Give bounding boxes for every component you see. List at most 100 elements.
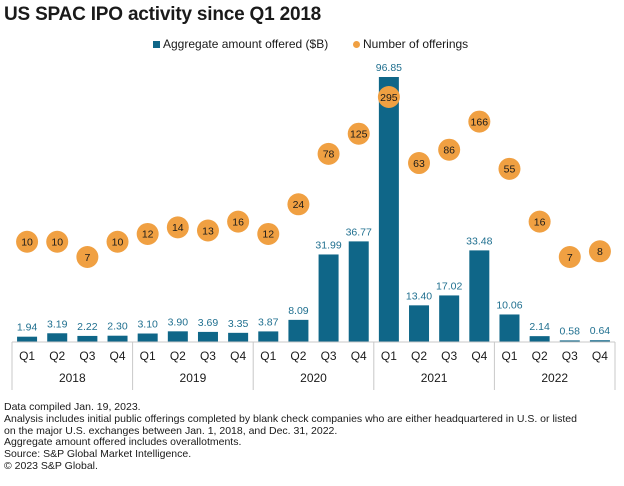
- x-tick-label: Q2: [532, 349, 548, 363]
- legend-item-amount: Aggregate amount offered ($B): [153, 37, 328, 51]
- offerings-bubble: [438, 138, 461, 161]
- x-tick-label: Q3: [441, 349, 457, 363]
- dot-swatch-icon: [353, 40, 360, 48]
- year-label: 2021: [421, 371, 448, 385]
- x-tick-label: Q2: [411, 349, 427, 363]
- bar: [137, 333, 158, 342]
- offerings-label: 13: [202, 225, 214, 237]
- x-tick-label: Q2: [170, 349, 186, 363]
- bar: [469, 250, 490, 342]
- offerings-bubble: [136, 222, 159, 245]
- offerings-label: 10: [112, 237, 124, 249]
- offerings-label: 55: [504, 164, 516, 176]
- x-tick-label: Q3: [321, 349, 337, 363]
- note-analysis-1: Analysis includes initial public offerin…: [4, 412, 577, 425]
- note-compiled: Data compiled Jan. 19, 2023.: [4, 401, 141, 413]
- chart-plot: 1.94 3.19 2.22 2.30 3.10 3.90 3.69 3.35 3.87 8.09…: [11, 62, 616, 390]
- note-overallotments: Aggregate amount offered includes overal…: [4, 436, 242, 449]
- bar-value-label: 3.35: [228, 318, 249, 330]
- chart-title: US SPAC IPO activity since Q1 2018: [4, 4, 322, 25]
- bar: [589, 340, 610, 342]
- offerings-bubble: [317, 142, 340, 165]
- legend-item-offerings: Number of offerings: [353, 37, 468, 51]
- bar-value-label: 3.10: [137, 319, 158, 331]
- offerings-bubble: [227, 210, 250, 233]
- offerings-label: 12: [262, 229, 274, 241]
- bar-value-label: 3.69: [198, 317, 219, 329]
- offerings-label: 125: [350, 129, 368, 141]
- bar: [107, 335, 128, 342]
- offerings-bubble: [287, 193, 310, 216]
- year-label: 2022: [541, 371, 568, 385]
- offerings-bubble: [498, 157, 521, 180]
- x-tick-label: Q1: [501, 349, 517, 363]
- offerings-label: 16: [232, 216, 244, 228]
- note-source: Source: S&P Global Market Intelligence.: [4, 448, 192, 461]
- bar-value-label: 33.48: [466, 235, 492, 247]
- x-tick-label: Q4: [351, 349, 367, 363]
- offerings-bubble: [166, 216, 189, 239]
- bar: [258, 331, 279, 342]
- year-label: 2018: [59, 371, 86, 385]
- offerings-bubble: [46, 230, 69, 253]
- offerings-bubble: [76, 246, 99, 268]
- bar-value-label: 0.58: [560, 325, 581, 337]
- offerings-label: 295: [380, 92, 398, 104]
- x-tick-label: Q3: [562, 349, 578, 363]
- bar-value-label: 31.99: [315, 239, 341, 251]
- offerings-label: 166: [471, 116, 489, 128]
- offerings-label: 24: [293, 199, 305, 211]
- offerings-bubble: [257, 222, 280, 245]
- bar-value-label: 3.19: [47, 318, 68, 330]
- bar: [228, 332, 249, 342]
- x-tick-label: Q3: [200, 349, 216, 363]
- offerings-bubble: [377, 86, 400, 108]
- x-tick-label: Q4: [471, 349, 487, 363]
- bar: [47, 333, 68, 342]
- year-label: 2020: [300, 371, 327, 385]
- bar-value-label: 1.94: [17, 322, 38, 334]
- x-tick-label: Q3: [79, 349, 95, 363]
- bar-value-label: 3.87: [258, 316, 279, 328]
- offerings-bubble: [558, 246, 581, 268]
- legend-label-amount: Aggregate amount offered ($B): [163, 37, 329, 51]
- bar-value-label: 3.90: [168, 316, 189, 328]
- offerings-label: 14: [172, 222, 184, 234]
- offerings-bubble: [468, 110, 491, 133]
- legend-label-offerings: Number of offerings: [363, 37, 469, 51]
- x-tick-label: Q4: [110, 349, 126, 363]
- offerings-bubble: [347, 122, 370, 145]
- offerings-label: 16: [534, 216, 546, 228]
- bar: [17, 336, 38, 342]
- note-analysis-2: on the major U.S. exchanges between Jan.…: [4, 424, 338, 437]
- x-tick-label: Q2: [290, 349, 306, 363]
- bar-value-label: 8.09: [288, 305, 309, 317]
- offerings-bubble: [408, 152, 431, 175]
- bar: [378, 77, 399, 342]
- offerings-bubble: [588, 240, 611, 263]
- bar-value-label: 2.14: [529, 321, 550, 333]
- bar: [167, 331, 188, 342]
- note-copyright: © 2023 S&P Global.: [4, 459, 98, 472]
- chart-notes: Data compiled Jan. 19, 2023. Analysis in…: [4, 401, 577, 473]
- bar: [409, 305, 430, 342]
- bar: [439, 295, 460, 342]
- bar-value-label: 96.85: [376, 62, 402, 74]
- offerings-bubble: [106, 230, 129, 253]
- x-tick-label: Q4: [592, 349, 608, 363]
- bar-value-label: 13.40: [406, 290, 432, 302]
- x-tick-label: Q2: [49, 349, 65, 363]
- x-tick-label: Q1: [260, 349, 276, 363]
- offerings-label: 63: [413, 158, 425, 170]
- bar: [529, 336, 550, 342]
- bar: [288, 319, 309, 342]
- offerings-label: 78: [323, 149, 335, 161]
- bar-swatch-icon: [153, 40, 160, 48]
- offerings-label: 10: [51, 237, 63, 249]
- x-tick-label: Q1: [381, 349, 397, 363]
- bar: [559, 340, 580, 342]
- offerings-label: 7: [84, 252, 90, 264]
- year-label: 2019: [180, 371, 207, 385]
- bar-value-label: 2.30: [107, 321, 128, 333]
- x-tick-label: Q4: [230, 349, 246, 363]
